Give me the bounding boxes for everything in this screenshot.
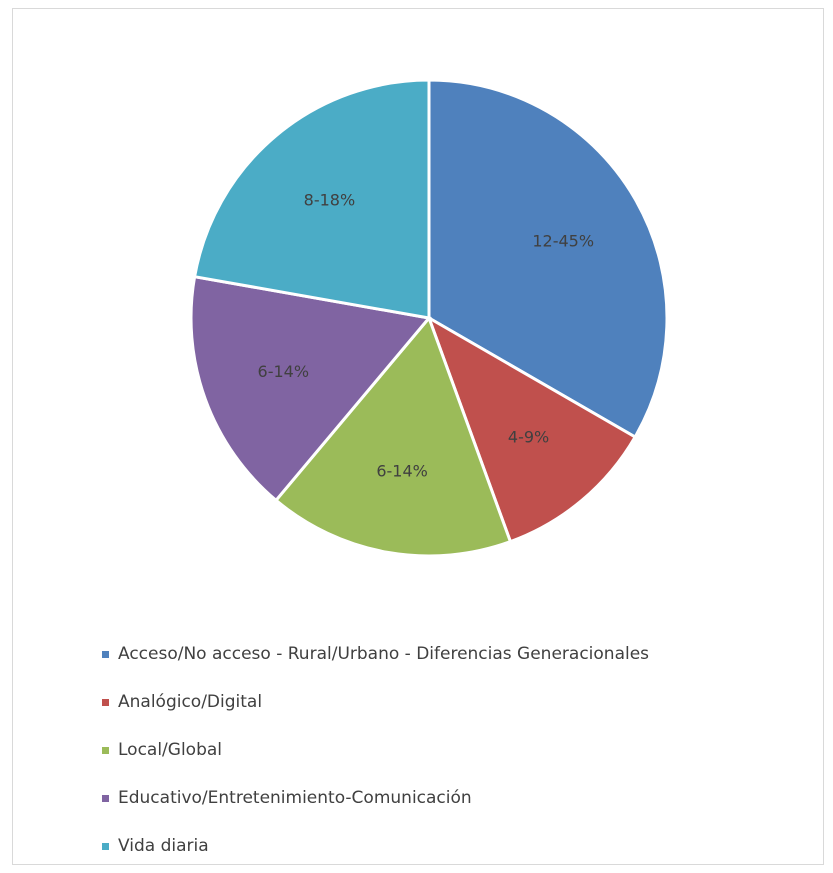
legend-swatch: [102, 842, 109, 850]
legend-item-local-global: Local/Global: [102, 726, 649, 774]
chart-legend: Acceso/No acceso - Rural/Urbano - Difere…: [102, 630, 649, 870]
pie-slice-analogico: [426, 314, 638, 544]
legend-label: Educativo/Entretenimiento-Comunicación: [118, 788, 472, 808]
legend-item-educativo: Educativo/Entretenimiento-Comunicación: [102, 774, 649, 822]
pie-slice-local-global: [273, 315, 513, 558]
pie-slice-vida-diaria: [192, 78, 431, 320]
pie-slice-educativo: [189, 274, 432, 503]
legend-label: Acceso/No acceso - Rural/Urbano - Difere…: [118, 644, 650, 664]
legend-label: Vida diaria: [118, 836, 209, 856]
legend-item-analogico: Analógico/Digital: [102, 678, 649, 726]
data-label-vida-diaria: 8-18%: [304, 190, 356, 209]
data-label-local-global: 6-14%: [376, 462, 428, 481]
data-label-educativo: 6-14%: [258, 362, 310, 381]
legend-swatch: [102, 650, 109, 658]
pie-slice-acceso: [427, 78, 669, 440]
legend-swatch: [102, 746, 109, 754]
legend-swatch: [102, 698, 109, 706]
data-label-acceso: 12-45%: [532, 232, 594, 251]
legend-label: Local/Global: [118, 740, 223, 760]
legend-item-vida-diaria: Vida diaria: [102, 822, 649, 870]
legend-item-acceso: Acceso/No acceso - Rural/Urbano - Difere…: [102, 630, 649, 678]
legend-swatch: [102, 794, 109, 802]
data-label-analogico: 4-9%: [508, 428, 549, 447]
legend-label: Analógico/Digital: [118, 692, 263, 712]
